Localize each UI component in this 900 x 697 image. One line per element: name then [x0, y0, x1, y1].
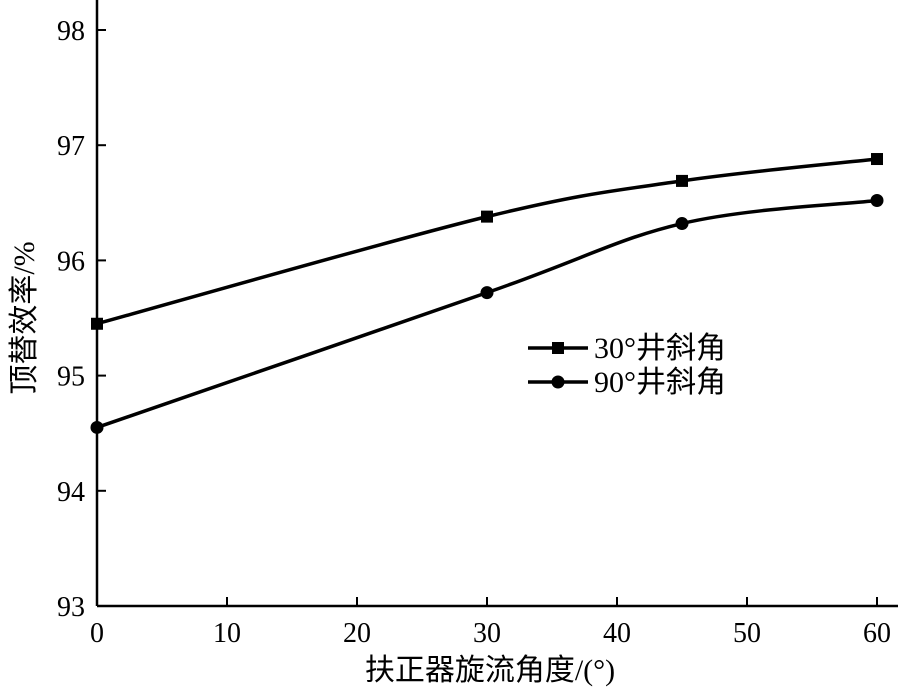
x-tick-label: 50	[733, 618, 761, 649]
y-tick-label: 98	[57, 16, 85, 47]
y-tick-label: 94	[57, 477, 85, 508]
x-tick-label: 20	[343, 618, 371, 649]
data-point-circle	[870, 193, 884, 207]
legend-label-2: 90°井斜角	[594, 366, 726, 399]
legend-marker-circle	[551, 375, 565, 389]
data-point-circle	[90, 420, 104, 434]
axes	[95, 0, 898, 608]
x-tick-label: 40	[603, 618, 631, 649]
data-point-square	[481, 210, 493, 223]
y-tick-label: 97	[57, 131, 85, 162]
y-tick-label: 95	[57, 362, 85, 393]
series	[90, 153, 884, 434]
x-tick-label: 0	[90, 618, 104, 649]
legend-marker-square	[552, 342, 564, 354]
legend-label-1: 30°井斜角	[594, 332, 726, 365]
data-point-circle	[675, 217, 689, 231]
data-point-square	[91, 317, 103, 330]
series-line-1	[96, 157, 878, 326]
series-line-2	[96, 198, 878, 430]
x-tick-label: 30	[473, 618, 501, 649]
y-axis-title: 顶替效率/%	[8, 241, 41, 394]
data-point-square	[676, 174, 688, 187]
y-tick-label: 93	[57, 592, 85, 623]
x-tick-label: 60	[863, 618, 891, 649]
data-point-circle	[480, 286, 494, 300]
ticks: 0 10 20 30 40 50 60 93 94 95 96 97 98	[57, 16, 891, 649]
y-tick-label: 96	[57, 246, 85, 277]
x-axis-title: 扶正器旋流角度/(°)	[365, 654, 615, 687]
x-tick-label: 10	[213, 618, 241, 649]
data-point-square	[871, 153, 883, 166]
